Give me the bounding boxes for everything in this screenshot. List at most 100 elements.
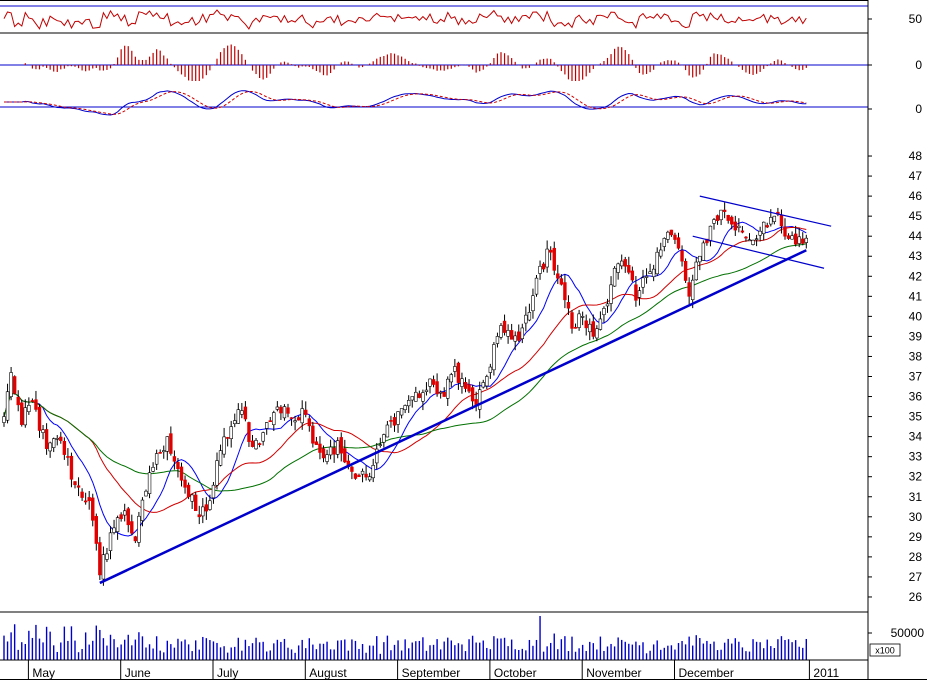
candle-body-up [737,225,741,228]
trendline-line [99,249,807,585]
candle-body-down [435,381,439,395]
volume-tick-label: 50000 [891,626,925,640]
candle [737,218,741,233]
candle [637,286,642,306]
candle-body-down [502,320,507,333]
candle-body-down [296,417,301,421]
candle-body-down [314,441,319,445]
candle-body-up [446,378,450,399]
candle-body-up [698,255,702,263]
volume-unit-label: x100 [875,646,895,656]
candle-body-down [186,484,191,498]
candle-body-up [616,263,620,273]
candle [16,390,20,412]
candle [190,493,194,509]
candle-body-up [335,440,340,455]
candle [786,233,791,240]
candle-body-down [257,443,262,445]
candle-body-down [559,278,564,285]
candle [59,431,63,444]
candle-body-down [353,473,358,479]
candle-body-up [5,391,10,421]
candle-body-up [222,436,226,455]
candle-body-up [577,313,581,328]
candle-body-down [286,407,290,414]
candle-body-up [588,323,592,333]
candle-body-down [563,282,567,301]
candle [186,482,191,500]
candle-body-up [531,295,535,312]
candle [250,434,255,448]
candle-body-down [474,399,478,405]
month-label: 2011 [813,666,839,680]
candle [83,492,88,505]
candle-body-up [438,391,443,394]
candle [424,382,429,396]
candle [548,246,553,261]
price-tick-label: 40 [909,309,923,323]
candle-body-up [240,410,244,415]
candle-body-down [250,440,255,447]
candle [485,374,489,390]
candle-body-down [630,270,635,281]
candle-body-up [612,267,617,287]
price-tick-label: 37 [909,369,923,383]
candle [406,395,411,413]
candle-body-down [470,387,475,402]
candle [591,314,596,340]
candle [91,493,95,527]
candle-body-up [648,271,652,274]
candle-body-up [708,225,713,242]
candle [793,225,798,247]
candle [584,314,588,336]
candle [158,449,162,454]
candle [286,403,290,418]
candle [648,263,652,274]
candle [151,462,155,473]
candle [509,323,514,340]
macd-panel [0,90,868,116]
candle-body-up [524,314,528,324]
candle [392,413,397,432]
candle-body-down [179,466,184,481]
candle [545,240,549,273]
candle [62,437,67,460]
candle-body-up [499,325,503,338]
month-label: July [217,666,238,680]
candle-body-up [328,446,333,456]
candle-body-up [758,230,762,236]
candle [541,262,546,273]
candle-body-up [595,328,599,339]
candle [641,269,645,294]
candle-body-up [151,467,155,472]
candle-body-down [517,331,521,341]
price-tick-label: 46 [909,189,923,203]
candle [233,413,237,428]
candle [254,438,258,450]
candle [715,214,720,225]
candle [719,209,723,226]
candle [9,366,13,401]
candle [229,420,233,448]
candle-body-down [339,437,343,454]
candle-body-up [761,221,766,235]
candle-body-up [481,382,485,388]
candle [627,256,631,275]
candle-body-up [477,389,482,410]
candle-body-up [378,444,382,446]
candle [399,408,404,419]
candle-body-up [254,440,258,450]
candle [534,274,539,297]
candle [69,452,74,488]
candle [293,415,297,431]
candle [367,472,372,482]
candle-body-up [229,426,233,440]
candle [275,401,280,412]
signal-line [4,91,807,115]
candle [797,227,801,248]
candle [477,381,482,419]
candle-body-down [801,238,805,244]
candle [204,497,209,520]
candle [48,441,52,458]
candle-body-down [730,216,734,225]
